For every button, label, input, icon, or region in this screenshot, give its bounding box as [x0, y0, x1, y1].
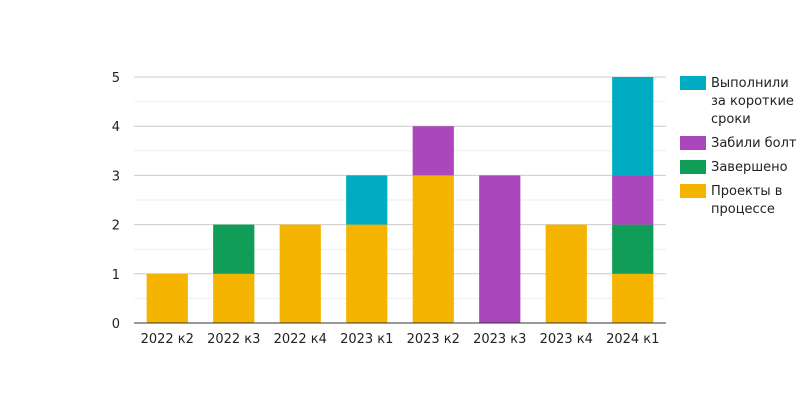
legend-swatch	[680, 184, 706, 198]
y-tick-label: 0	[112, 317, 120, 332]
x-tick-label: 2023 к3	[473, 332, 526, 347]
y-tick-label: 5	[112, 71, 120, 86]
legend-item: Проекты в процессе	[680, 183, 798, 219]
x-tick-label: 2022 к2	[141, 332, 194, 347]
legend-label: Забили болт	[711, 136, 797, 151]
bar-segment	[545, 224, 587, 323]
bar-segment	[612, 175, 654, 225]
bar-segment	[346, 175, 388, 225]
bar-segment	[213, 224, 255, 274]
x-tick-label: 2024 к1	[606, 332, 659, 347]
bar-segment	[612, 77, 654, 176]
x-tick-label: 2023 к2	[407, 332, 460, 347]
bars	[146, 77, 654, 323]
bar-segment	[146, 273, 188, 323]
legend-swatch	[680, 76, 706, 90]
bar-segment	[213, 273, 255, 323]
bar-segment	[412, 175, 454, 323]
legend-item: Забили болт	[680, 135, 798, 153]
x-tick-label: 2023 к4	[540, 332, 593, 347]
legend-swatch	[680, 160, 706, 174]
y-tick-labels: 0 1 2 3 4 5	[112, 71, 120, 332]
legend: Выполнили за короткие сроки Забили болт За…	[680, 75, 798, 225]
x-tick-label: 2022 к3	[207, 332, 260, 347]
y-tick-label: 1	[112, 268, 120, 283]
legend-item: Завершено	[680, 159, 798, 177]
legend-label: Выполнили за короткие сроки	[711, 76, 794, 127]
legend-swatch	[680, 136, 706, 150]
legend-label: Проекты в процессе	[711, 184, 783, 217]
legend-item: Выполнили за короткие сроки	[680, 75, 798, 129]
bar-segment	[479, 175, 521, 323]
x-tick-labels: 2022 к2 2022 к3 2022 к4 2023 к1 2023 к2 2023 …	[141, 332, 660, 347]
bar-segment	[279, 224, 321, 323]
bar-segment	[346, 224, 388, 323]
y-tick-label: 2	[112, 219, 120, 234]
bar-segment	[412, 126, 454, 176]
bar-segment	[612, 273, 654, 323]
legend-label: Завершено	[711, 160, 788, 175]
x-tick-label: 2022 к4	[274, 332, 327, 347]
bar-segment	[612, 224, 654, 274]
y-tick-label: 3	[112, 169, 120, 184]
x-tick-label: 2023 к1	[340, 332, 393, 347]
y-tick-label: 4	[112, 120, 120, 135]
